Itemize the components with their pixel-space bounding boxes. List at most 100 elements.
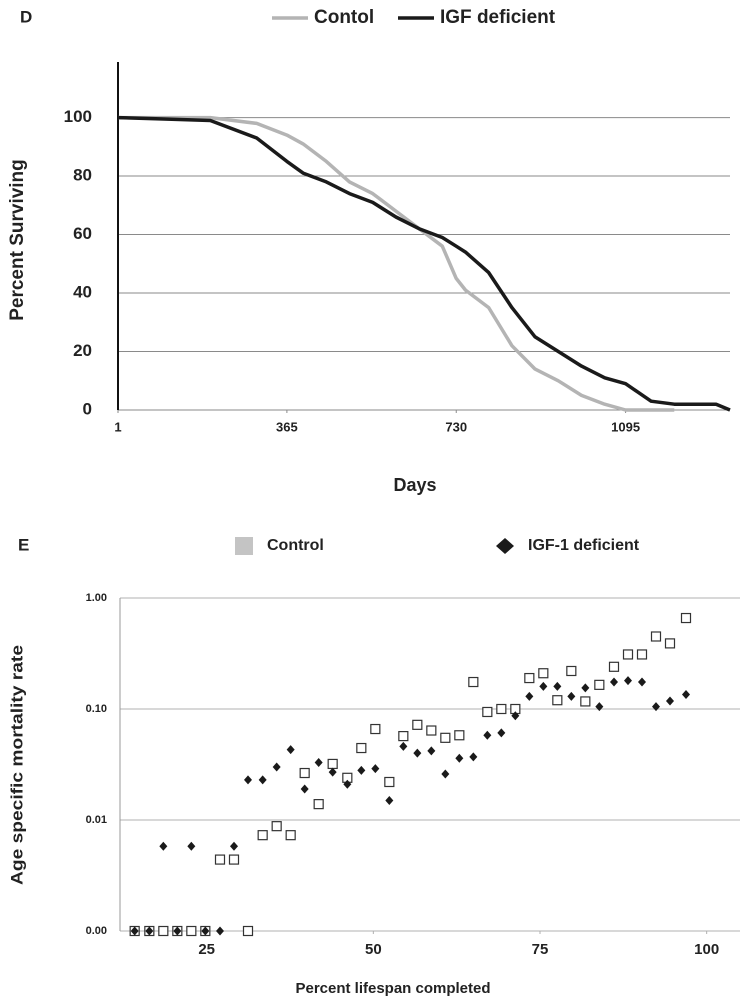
data-point bbox=[552, 695, 563, 706]
data-point bbox=[624, 676, 632, 686]
data-point bbox=[328, 767, 337, 777]
data-point bbox=[145, 926, 154, 936]
data-point bbox=[314, 757, 323, 767]
panel-label: E bbox=[18, 535, 29, 554]
data-point bbox=[244, 775, 252, 785]
data-point bbox=[384, 776, 395, 788]
data-point bbox=[469, 752, 478, 762]
data-point bbox=[581, 683, 590, 693]
data-point bbox=[594, 679, 605, 690]
data-point bbox=[271, 821, 282, 832]
data-point bbox=[286, 745, 295, 755]
data-point bbox=[173, 926, 182, 936]
data-point bbox=[496, 703, 507, 715]
data-point bbox=[327, 758, 338, 770]
data-point bbox=[357, 765, 366, 775]
y-axis-label: Percent Surviving bbox=[7, 159, 28, 321]
x-tick-label: 1095 bbox=[611, 419, 640, 434]
data-point bbox=[299, 767, 310, 779]
data-point bbox=[566, 665, 577, 677]
y-tick-label: 100 bbox=[64, 107, 92, 126]
x-tick-label: 730 bbox=[445, 419, 467, 434]
data-point bbox=[201, 926, 210, 936]
data-point bbox=[427, 746, 436, 756]
x-tick-label: 100 bbox=[694, 941, 719, 958]
y-tick-label: 20 bbox=[73, 341, 92, 360]
data-point bbox=[650, 631, 662, 642]
x-tick-label: 365 bbox=[276, 419, 298, 434]
data-point bbox=[370, 723, 381, 735]
legend-label: IGF deficient bbox=[440, 7, 556, 28]
data-point bbox=[228, 854, 240, 865]
data-point bbox=[159, 841, 168, 851]
panel-label: D bbox=[20, 7, 32, 26]
data-point bbox=[468, 676, 479, 688]
data-point bbox=[441, 769, 450, 779]
data-point bbox=[440, 732, 451, 743]
x-axis-label: Days bbox=[393, 475, 436, 495]
data-point bbox=[412, 719, 423, 730]
data-point bbox=[525, 691, 534, 701]
data-point bbox=[272, 762, 281, 772]
data-point bbox=[610, 677, 618, 687]
data-point bbox=[258, 775, 267, 785]
data-point bbox=[483, 730, 492, 740]
data-point bbox=[622, 649, 634, 660]
data-point bbox=[285, 830, 296, 841]
y-tick-label: 1.00 bbox=[86, 592, 107, 604]
data-point bbox=[343, 779, 352, 789]
data-point bbox=[511, 711, 520, 721]
data-point bbox=[524, 672, 535, 684]
data-point bbox=[666, 696, 674, 706]
data-point bbox=[426, 725, 437, 736]
y-tick-label: 0.00 bbox=[86, 925, 107, 937]
data-point bbox=[257, 830, 268, 841]
data-point bbox=[638, 677, 646, 687]
y-axis-label: Age specific mortality rate bbox=[7, 645, 26, 885]
series-line bbox=[117, 115, 731, 412]
data-point bbox=[608, 661, 620, 672]
data-point bbox=[580, 696, 591, 707]
data-point bbox=[187, 841, 196, 851]
data-point bbox=[567, 691, 576, 701]
y-tick-label: 0.10 bbox=[86, 703, 107, 715]
data-point bbox=[216, 926, 224, 936]
legend-label: Control bbox=[267, 537, 324, 554]
data-point bbox=[214, 854, 226, 865]
x-tick-label: 1 bbox=[114, 419, 121, 434]
data-point bbox=[413, 748, 422, 758]
y-tick-label: 60 bbox=[73, 224, 92, 243]
data-point bbox=[398, 730, 409, 742]
series-line bbox=[118, 115, 675, 412]
y-tick-label: 40 bbox=[73, 283, 92, 302]
data-point bbox=[130, 926, 139, 936]
legend-label: Contol bbox=[314, 7, 374, 28]
data-point bbox=[242, 925, 254, 937]
data-point bbox=[539, 681, 548, 691]
data-point bbox=[186, 925, 197, 937]
y-tick-label: 0.01 bbox=[86, 814, 107, 826]
data-point bbox=[538, 668, 549, 679]
y-tick-label: 0 bbox=[83, 399, 92, 418]
legend-swatch bbox=[235, 537, 253, 555]
x-tick-label: 75 bbox=[532, 941, 549, 958]
data-point bbox=[595, 702, 604, 712]
data-point bbox=[497, 728, 506, 738]
legend-label: IGF-1 deficient bbox=[528, 537, 640, 554]
data-point bbox=[158, 925, 169, 937]
y-tick-label: 80 bbox=[73, 166, 92, 185]
data-point bbox=[399, 741, 408, 751]
x-axis-label: Percent lifespan completed bbox=[295, 980, 490, 997]
x-tick-label: 25 bbox=[198, 941, 215, 958]
data-point bbox=[454, 730, 465, 741]
data-point bbox=[553, 681, 562, 691]
legend-swatch bbox=[496, 538, 514, 554]
x-tick-label: 50 bbox=[365, 941, 382, 958]
data-point bbox=[300, 784, 309, 794]
data-point bbox=[230, 841, 238, 851]
data-point bbox=[680, 612, 692, 624]
data-point bbox=[356, 742, 367, 754]
data-point bbox=[652, 702, 660, 712]
data-point bbox=[482, 706, 493, 718]
